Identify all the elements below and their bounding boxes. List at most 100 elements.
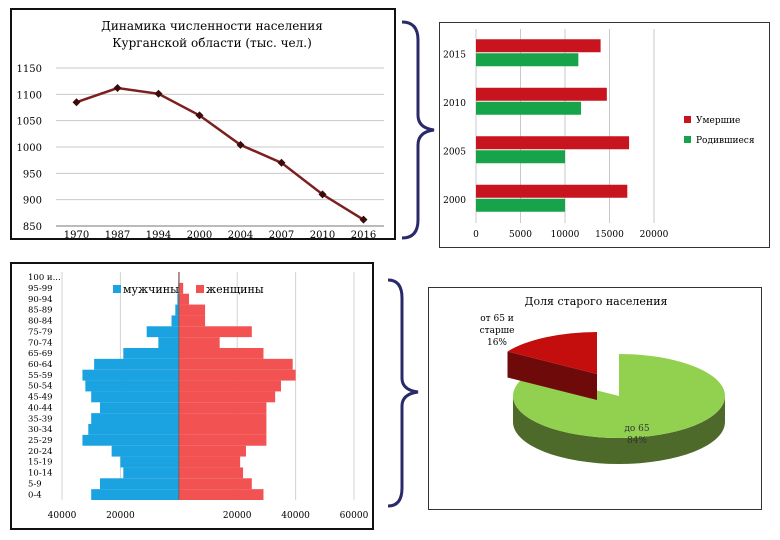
age-group-label: 60-64 xyxy=(28,360,53,370)
pie-label-old: от 65 и xyxy=(480,314,514,324)
pie-label-old: 16% xyxy=(487,338,507,348)
y-tick-label: 2000 xyxy=(443,196,466,206)
bar-women xyxy=(178,369,296,381)
y-tick-label: 1050 xyxy=(17,117,42,128)
chart-title: Доля старого населения xyxy=(525,295,668,308)
age-group-label: 75-79 xyxy=(28,327,53,337)
x-tick-label: 15000 xyxy=(595,230,624,240)
age-group-label: 30-34 xyxy=(28,425,53,435)
bar-men xyxy=(99,402,179,414)
x-tick-label: 2000 xyxy=(187,230,212,238)
age-group-label: 55-59 xyxy=(28,371,53,381)
bar-births xyxy=(476,150,565,164)
bar-men xyxy=(82,369,179,381)
x-tick-label: 2004 xyxy=(228,230,253,238)
bar-women xyxy=(178,358,293,370)
pyramid-chart-svg: 40000 20000 20000 40000 60000 0-45-910-1415-1… xyxy=(28,272,369,521)
age-group-label: 80-84 xyxy=(28,317,53,327)
bar-men xyxy=(91,413,179,424)
data-point-marker xyxy=(277,158,286,167)
data-point-marker xyxy=(113,84,122,93)
x-tick-label: 20000 xyxy=(223,511,252,521)
x-tick-label: 2007 xyxy=(269,230,294,238)
x-tick-label: 1970 xyxy=(64,230,89,238)
age-group-label: 5-9 xyxy=(28,479,42,489)
y-tick-label: 1100 xyxy=(17,90,42,101)
bar-women xyxy=(178,467,244,479)
line-chart-svg: Динамика численности населения Курганской… xyxy=(17,19,384,241)
bar-births xyxy=(476,198,565,212)
data-point-marker xyxy=(195,111,204,120)
age-group-label: 85-89 xyxy=(28,306,53,316)
legend-label: женщины xyxy=(206,283,264,296)
y-tick-label: 2015 xyxy=(443,50,466,60)
y-tick-label: 850 xyxy=(23,222,42,233)
births-deaths-bar-chart: 0 5000 10000 15000 20000 2015 2010 2005 2000 Умер… xyxy=(439,22,770,248)
age-group-label: 45-49 xyxy=(28,393,53,403)
bar-births xyxy=(476,53,579,67)
bar-deaths xyxy=(476,136,630,150)
bar-deaths xyxy=(476,184,628,198)
bar-men xyxy=(123,348,179,359)
bar-deaths xyxy=(476,87,607,101)
x-tick-label: 1987 xyxy=(105,230,130,238)
bar-women xyxy=(178,434,267,446)
bar-women xyxy=(178,478,252,490)
pie-chart-svg: Доля старого населения от 65 и старше 16% до… xyxy=(480,295,725,464)
pie-label-old: старше xyxy=(480,326,515,336)
bar-men xyxy=(171,315,179,327)
age-group-label: 35-39 xyxy=(28,414,53,424)
bar-women xyxy=(178,282,184,294)
legend-label: Родившиеся xyxy=(696,136,755,146)
bar-women xyxy=(178,348,264,359)
bar-men xyxy=(123,467,179,479)
y-tick-label: 1000 xyxy=(17,143,42,154)
bar-men xyxy=(85,380,179,392)
bar-chart-svg: 0 5000 10000 15000 20000 2015 2010 2005 2000 Умер… xyxy=(443,29,755,240)
bar-men xyxy=(82,434,179,446)
data-point-marker xyxy=(72,98,81,107)
bar-women xyxy=(178,304,206,316)
population-line-chart: Динамика численности населения Курганской… xyxy=(10,8,396,241)
legend-label: Умершие xyxy=(696,116,740,126)
y-tick-label: 2010 xyxy=(443,99,466,109)
x-tick-label: 5000 xyxy=(509,230,532,240)
legend-swatch xyxy=(684,116,691,123)
data-point-marker xyxy=(236,140,245,149)
bar-women xyxy=(178,337,220,348)
age-group-label: 0-4 xyxy=(28,490,42,500)
x-tick-label: 40000 xyxy=(281,511,310,521)
x-tick-label: 1994 xyxy=(146,230,171,238)
bar-women xyxy=(178,380,281,392)
bar-men xyxy=(88,424,179,435)
population-line xyxy=(76,86,365,221)
bar-men xyxy=(158,337,179,348)
y-tick-label: 2005 xyxy=(443,147,466,157)
pie-slice-old xyxy=(507,332,597,374)
age-group-label: 100 и... xyxy=(28,273,61,283)
x-tick-label: 60000 xyxy=(340,511,369,521)
age-group-label: 10-14 xyxy=(28,469,53,479)
bar-men xyxy=(94,358,179,370)
pie-slice-young-side xyxy=(513,396,725,464)
bar-men xyxy=(146,326,179,338)
pie-slice-old-side xyxy=(507,351,597,400)
age-group-label: 90-94 xyxy=(28,295,53,305)
age-group-label: 70-74 xyxy=(28,338,53,348)
age-group-label: 65-69 xyxy=(28,349,53,359)
bar-women xyxy=(178,424,267,435)
right-brace-bottom xyxy=(387,278,419,508)
x-tick-label: 20000 xyxy=(106,511,135,521)
pie-label-young: до 65 xyxy=(624,424,650,434)
y-tick-label: 900 xyxy=(23,196,42,207)
age-group-label: 15-19 xyxy=(28,458,53,468)
chart-title-line: Динамика численности населения xyxy=(101,19,323,33)
data-point-marker xyxy=(318,190,327,199)
bar-women xyxy=(178,445,246,457)
age-group-label: 95-99 xyxy=(28,284,53,294)
population-pyramid-chart: 40000 20000 20000 40000 60000 0-4 5-9 10-14 15-1… xyxy=(10,262,374,530)
right-brace-top xyxy=(401,20,435,240)
bar-women xyxy=(178,293,190,305)
bar-women xyxy=(178,326,252,338)
bar-men xyxy=(99,478,179,490)
